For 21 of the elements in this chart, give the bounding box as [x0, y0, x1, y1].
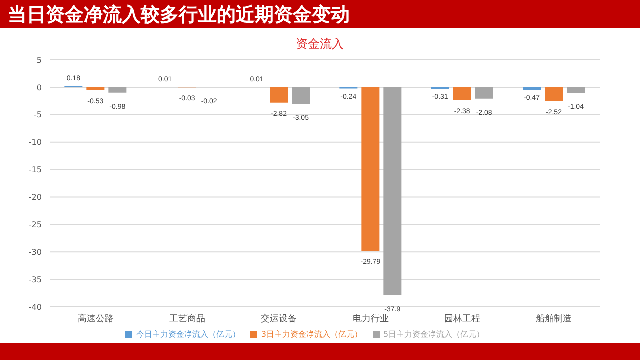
y-tick-label: 5 — [36, 56, 42, 65]
y-tick-label: -5 — [34, 110, 42, 120]
x-tick-label: 船舶制造 — [536, 313, 572, 324]
x-tick-label: 工艺商品 — [170, 313, 206, 324]
y-tick-label: -35 — [28, 275, 42, 284]
y-tick-label: -40 — [28, 302, 42, 312]
chart-title: 当日资金净流入较多行业的近期资金变动 — [8, 3, 350, 28]
y-tick-label: -20 — [28, 193, 42, 202]
x-tick-label: 交运设备 — [261, 313, 298, 324]
y-tick-label: 0 — [36, 83, 42, 92]
legend-label: 3日主力资金净流入（亿元） — [261, 330, 362, 339]
x-tick-label: 园林工程 — [444, 313, 480, 324]
y-tick-label: -10 — [28, 138, 42, 148]
x-tick-label: 高速公路 — [78, 313, 114, 324]
chart-subtitle: 资金流入 — [295, 36, 345, 53]
legend-label: 今日主力资金净流入（亿元） — [136, 330, 240, 339]
x-tick-label: 电力行业 — [352, 313, 389, 324]
y-tick-label: -30 — [28, 248, 42, 257]
y-tick-label: -25 — [28, 220, 42, 230]
legend-label: 5日主力资金净流入（亿元） — [384, 330, 485, 339]
y-tick-label: -15 — [28, 166, 42, 175]
